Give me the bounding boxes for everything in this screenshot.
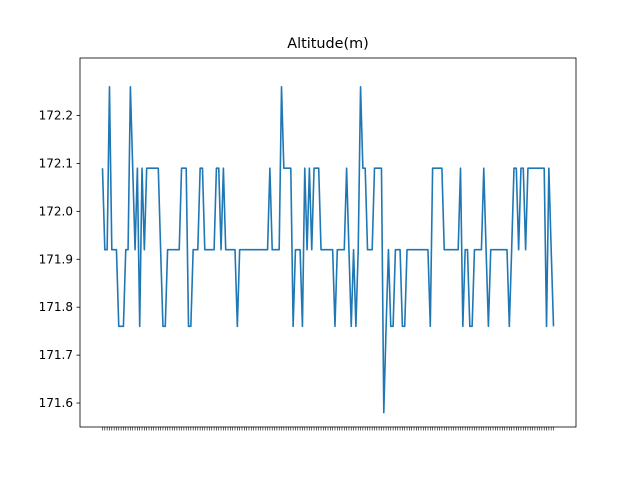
chart-title: Altitude(m) xyxy=(287,36,368,52)
y-tick-label: 171.7 xyxy=(39,348,73,362)
x-axis-ticks xyxy=(102,427,554,431)
plot-frame xyxy=(79,57,577,428)
series-line xyxy=(101,85,555,414)
y-tick-label: 172.0 xyxy=(39,204,73,218)
y-tick-label: 171.9 xyxy=(39,252,73,266)
y-tick-label: 172.2 xyxy=(39,109,73,123)
y-tick-label: 172.1 xyxy=(39,156,73,170)
y-tick-label: 171.8 xyxy=(39,300,73,314)
y-tick-label: 171.6 xyxy=(39,396,73,410)
y-axis-ticks: 171.6 171.7 171.8 171.9 172.0 172.1 172.2 xyxy=(39,109,80,410)
